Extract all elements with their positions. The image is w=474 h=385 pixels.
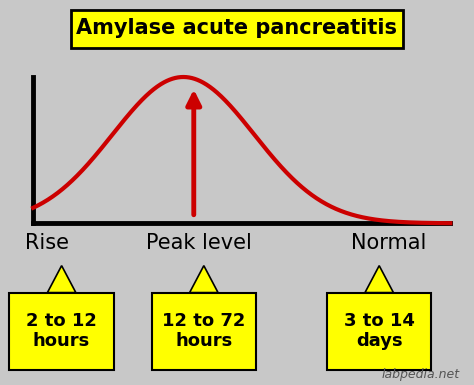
Text: labpedia.net: labpedia.net xyxy=(382,368,460,381)
Text: Rise: Rise xyxy=(26,233,69,253)
Text: Amylase acute pancreatitis: Amylase acute pancreatitis xyxy=(76,18,398,38)
FancyBboxPatch shape xyxy=(152,293,256,370)
FancyBboxPatch shape xyxy=(71,10,403,48)
Text: 2 to 12
hours: 2 to 12 hours xyxy=(26,312,97,350)
Polygon shape xyxy=(47,266,76,293)
FancyBboxPatch shape xyxy=(327,293,431,370)
Text: 3 to 14
days: 3 to 14 days xyxy=(344,312,415,350)
Text: 12 to 72
hours: 12 to 72 hours xyxy=(162,312,246,350)
Text: Peak level: Peak level xyxy=(146,233,252,253)
Polygon shape xyxy=(190,266,218,293)
Text: Normal: Normal xyxy=(351,233,427,253)
Polygon shape xyxy=(365,266,393,293)
FancyBboxPatch shape xyxy=(9,293,114,370)
